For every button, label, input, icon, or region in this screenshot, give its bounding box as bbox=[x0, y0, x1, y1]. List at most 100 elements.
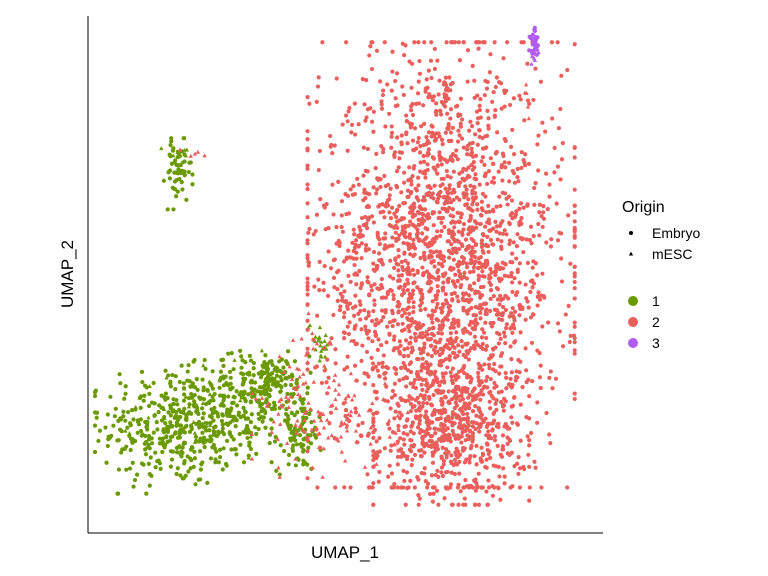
data-point-cluster-2-circle bbox=[306, 263, 311, 268]
data-point-cluster-2-circle bbox=[475, 484, 480, 489]
data-point-cluster-2-triangle bbox=[297, 423, 303, 428]
data-point-cluster-2-circle bbox=[382, 215, 387, 220]
data-point-cluster-2-circle bbox=[469, 124, 475, 129]
data-point-cluster-2-circle bbox=[305, 302, 310, 307]
data-point-cluster-2-circle bbox=[447, 400, 452, 406]
data-point-cluster-2-circle bbox=[483, 78, 488, 84]
data-point-cluster-2-triangle bbox=[326, 435, 331, 440]
data-point-cluster-2-circle bbox=[523, 317, 528, 322]
data-point-cluster-2-circle bbox=[403, 502, 408, 507]
data-point-cluster-2-circle bbox=[418, 160, 423, 165]
data-point-cluster-2-circle bbox=[347, 320, 352, 325]
data-point-cluster-2-circle bbox=[371, 423, 376, 429]
data-point-cluster-1-circle bbox=[182, 173, 187, 178]
data-point-cluster-2-circle bbox=[452, 290, 457, 296]
data-point-cluster-1-circle bbox=[258, 390, 263, 395]
data-point-cluster-2-circle bbox=[490, 99, 495, 104]
data-point-cluster-2-circle bbox=[455, 294, 460, 299]
data-point-cluster-2-circle bbox=[427, 275, 432, 281]
data-point-cluster-2-circle bbox=[331, 212, 336, 217]
data-point-cluster-2-circle bbox=[532, 202, 537, 207]
data-point-cluster-2-circle bbox=[406, 223, 411, 228]
data-point-cluster-2-circle bbox=[435, 284, 440, 289]
data-point-cluster-2-circle bbox=[371, 502, 376, 507]
data-point-cluster-2-circle bbox=[449, 374, 454, 379]
data-point-cluster-1-triangle bbox=[161, 406, 167, 411]
data-point-cluster-1-triangle bbox=[323, 333, 328, 338]
data-point-cluster-2-circle bbox=[430, 211, 435, 216]
data-point-cluster-1-circle bbox=[293, 463, 298, 468]
data-point-cluster-2-circle bbox=[385, 324, 390, 329]
data-point-cluster-1-circle bbox=[185, 369, 190, 374]
data-point-cluster-2-circle bbox=[433, 369, 438, 374]
data-point-cluster-2-circle bbox=[535, 142, 540, 147]
data-point-cluster-2-circle bbox=[465, 143, 471, 148]
data-point-cluster-1-triangle bbox=[192, 399, 197, 404]
data-point-cluster-2-circle bbox=[369, 66, 375, 72]
data-point-cluster-2-triangle bbox=[303, 352, 309, 357]
data-point-cluster-2-circle bbox=[314, 364, 320, 369]
data-point-cluster-2-circle bbox=[321, 288, 326, 293]
data-point-cluster-1-circle bbox=[152, 413, 157, 418]
data-point-cluster-2-circle bbox=[421, 253, 426, 259]
data-point-cluster-2-circle bbox=[396, 403, 401, 408]
data-point-cluster-2-circle bbox=[305, 129, 310, 134]
data-point-cluster-2-circle bbox=[447, 186, 452, 191]
data-point-cluster-2-circle bbox=[437, 383, 442, 388]
data-point-cluster-2-circle bbox=[528, 279, 534, 284]
data-point-cluster-1-circle bbox=[184, 415, 189, 420]
data-point-cluster-2-circle bbox=[530, 265, 535, 270]
data-point-cluster-2-circle bbox=[449, 242, 454, 247]
data-point-cluster-1-circle bbox=[283, 376, 288, 381]
data-point-cluster-2-circle bbox=[430, 499, 436, 504]
data-point-cluster-2-circle bbox=[369, 284, 374, 289]
data-point-cluster-1-circle bbox=[172, 431, 178, 436]
data-point-cluster-1-circle bbox=[175, 402, 180, 407]
data-point-cluster-1-circle bbox=[292, 436, 297, 441]
data-point-cluster-2-circle bbox=[447, 75, 452, 80]
data-point-cluster-1-circle bbox=[234, 403, 240, 408]
data-point-cluster-1-circle bbox=[288, 382, 294, 388]
data-point-cluster-2-circle bbox=[410, 138, 416, 143]
data-point-cluster-2-circle bbox=[476, 277, 481, 282]
data-point-cluster-2-circle bbox=[540, 271, 545, 276]
data-point-cluster-1-triangle bbox=[170, 407, 175, 412]
data-point-cluster-2-circle bbox=[353, 238, 359, 243]
data-point-cluster-2-circle bbox=[494, 285, 500, 291]
data-point-cluster-2-circle bbox=[344, 40, 349, 45]
data-point-cluster-2-circle bbox=[363, 242, 369, 248]
data-point-cluster-2-circle bbox=[420, 238, 426, 244]
data-point-cluster-2-circle bbox=[442, 496, 447, 501]
data-point-cluster-2-circle bbox=[415, 209, 421, 215]
data-point-cluster-1-triangle bbox=[318, 339, 324, 344]
data-point-cluster-2-circle bbox=[467, 460, 472, 465]
data-point-cluster-2-circle bbox=[454, 148, 459, 153]
data-point-cluster-2-circle bbox=[468, 446, 473, 451]
data-point-cluster-2-circle bbox=[444, 447, 449, 452]
data-point-cluster-2-circle bbox=[405, 368, 411, 373]
data-point-cluster-2-circle bbox=[422, 207, 428, 212]
data-point-cluster-2-circle bbox=[449, 199, 454, 205]
data-point-cluster-2-circle bbox=[422, 393, 427, 398]
data-point-cluster-1-circle bbox=[92, 423, 98, 428]
data-point-cluster-2-circle bbox=[443, 433, 448, 438]
data-point-cluster-2-circle bbox=[572, 336, 577, 341]
data-point-cluster-2-circle bbox=[471, 269, 476, 274]
data-point-cluster-2-circle bbox=[482, 362, 487, 367]
data-point-cluster-2-triangle bbox=[346, 394, 351, 399]
data-point-cluster-2-circle bbox=[325, 357, 330, 362]
data-point-cluster-2-circle bbox=[483, 311, 488, 317]
data-point-cluster-2-circle bbox=[497, 231, 502, 236]
data-point-cluster-1-circle bbox=[154, 419, 159, 425]
data-point-cluster-1-circle bbox=[147, 446, 152, 451]
data-point-cluster-2-circle bbox=[463, 237, 469, 242]
data-point-cluster-2-circle bbox=[467, 225, 472, 230]
data-point-cluster-2-circle bbox=[410, 267, 415, 272]
data-point-cluster-1-circle bbox=[157, 441, 162, 446]
data-point-cluster-2-circle bbox=[549, 237, 554, 242]
data-point-cluster-2-circle bbox=[432, 407, 437, 413]
data-point-cluster-2-circle bbox=[383, 231, 388, 236]
data-point-cluster-1-circle bbox=[227, 369, 233, 374]
data-point-cluster-2-circle bbox=[470, 431, 476, 436]
data-point-cluster-2-circle bbox=[388, 258, 393, 263]
